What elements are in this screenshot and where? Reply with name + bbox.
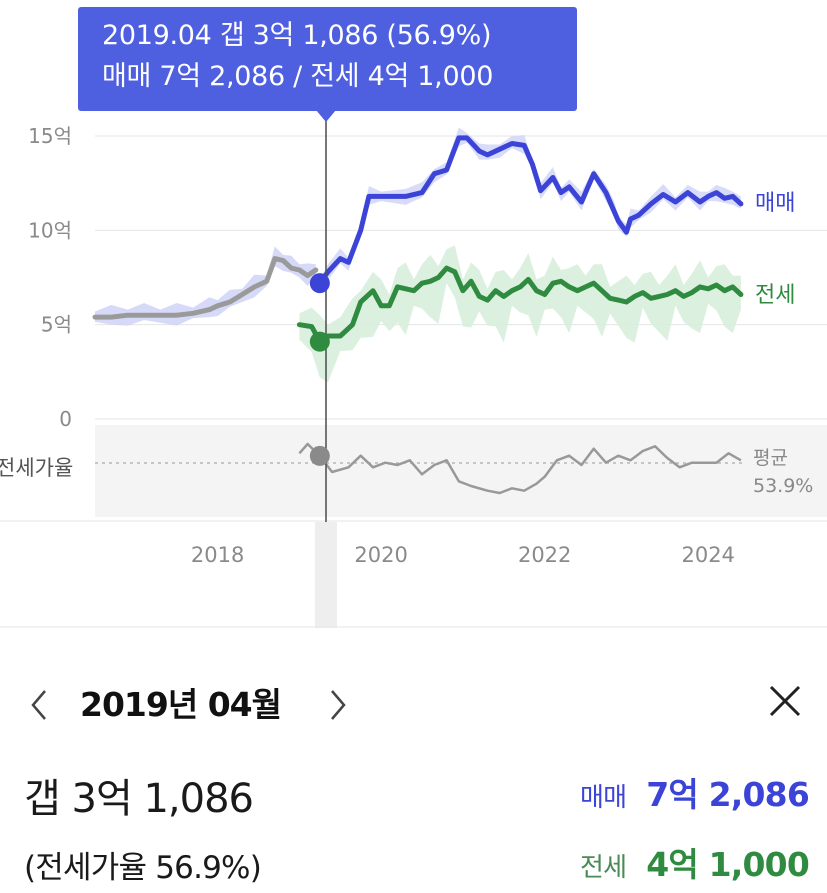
jeonse-ratio-line [298,442,742,495]
detail-panel: 2019년 04월 갭 3억 1,086 (전세가율 56.9%) 매매 7억 2… [0,628,827,893]
tooltip-line-2: 매매 7억 2,086 / 전세 4억 1,000 [102,61,494,92]
sale-price-line [317,135,744,286]
cursor-markers [309,273,330,466]
x-tick-label: 2024 [681,543,734,567]
previous-month-button[interactable] [19,680,59,730]
series-label-sale: 매매 [755,191,795,216]
period-title: 2019년 04월 [80,685,282,724]
close-icon [769,685,801,717]
sale-point-marker [309,273,330,294]
jeonse-price-value: 4억 1,000 [646,845,810,884]
close-button[interactable] [760,676,810,726]
y-tick-label: 15억 [28,124,72,148]
jeonse-range-band [299,245,741,383]
average-value: 53.9% [753,475,813,497]
sale-history-range-band [95,246,316,326]
sale-price-label: 매매 [579,783,627,813]
range-bands [95,127,741,383]
jeonse-point-marker [309,331,330,352]
chevron-left-icon [31,690,46,720]
gap-amount: 갭 3억 1,086 [24,776,254,822]
y-tick-label: 10억 [28,218,72,242]
y-axis-ticks: 15억 10억 5억 0 [28,124,72,431]
ratio-label: 전세가율 [0,456,73,480]
tooltip-line-1: 2019.04 갭 3억 1,086 (56.9%) [102,20,492,51]
x-tick-label: 2022 [518,543,571,567]
tooltip-pointer [316,110,336,122]
x-axis-ticks: 2018 2020 2022 2024 [191,543,735,567]
sale-price-row: 매매 7억 2,086 [579,768,810,816]
y-tick-label: 5억 [41,313,72,337]
series-label-jeonse: 전세 [755,283,795,308]
chevron-right-icon [331,690,346,720]
ratio-panel-background [95,425,827,517]
average-label: 평균 [753,447,788,469]
jeonse-price-label: 전세 [579,853,627,883]
selected-period-band [315,522,337,628]
jeonse-price-row: 전세 4억 1,000 [579,838,810,886]
ratio-point-marker [309,445,330,466]
sale-history-line [92,256,319,320]
gap-ratio: (전세가율 56.9%) [24,850,262,886]
series [92,135,744,495]
sale-price-value: 7억 2,086 [646,775,810,814]
jeonse-price-line [296,265,744,345]
y-tick-label: 0 [59,407,72,431]
next-month-button[interactable] [318,680,358,730]
x-tick-label: 2020 [354,543,407,567]
tooltip: 2019.04 갭 3억 1,086 (56.9%) 매매 7억 2,086 /… [78,7,577,111]
price-chart[interactable]: 15억 10억 5억 0 2018 2020 2022 2024 매매 전세 전세가율 평균… [0,0,827,628]
x-tick-label: 2018 [191,543,244,567]
